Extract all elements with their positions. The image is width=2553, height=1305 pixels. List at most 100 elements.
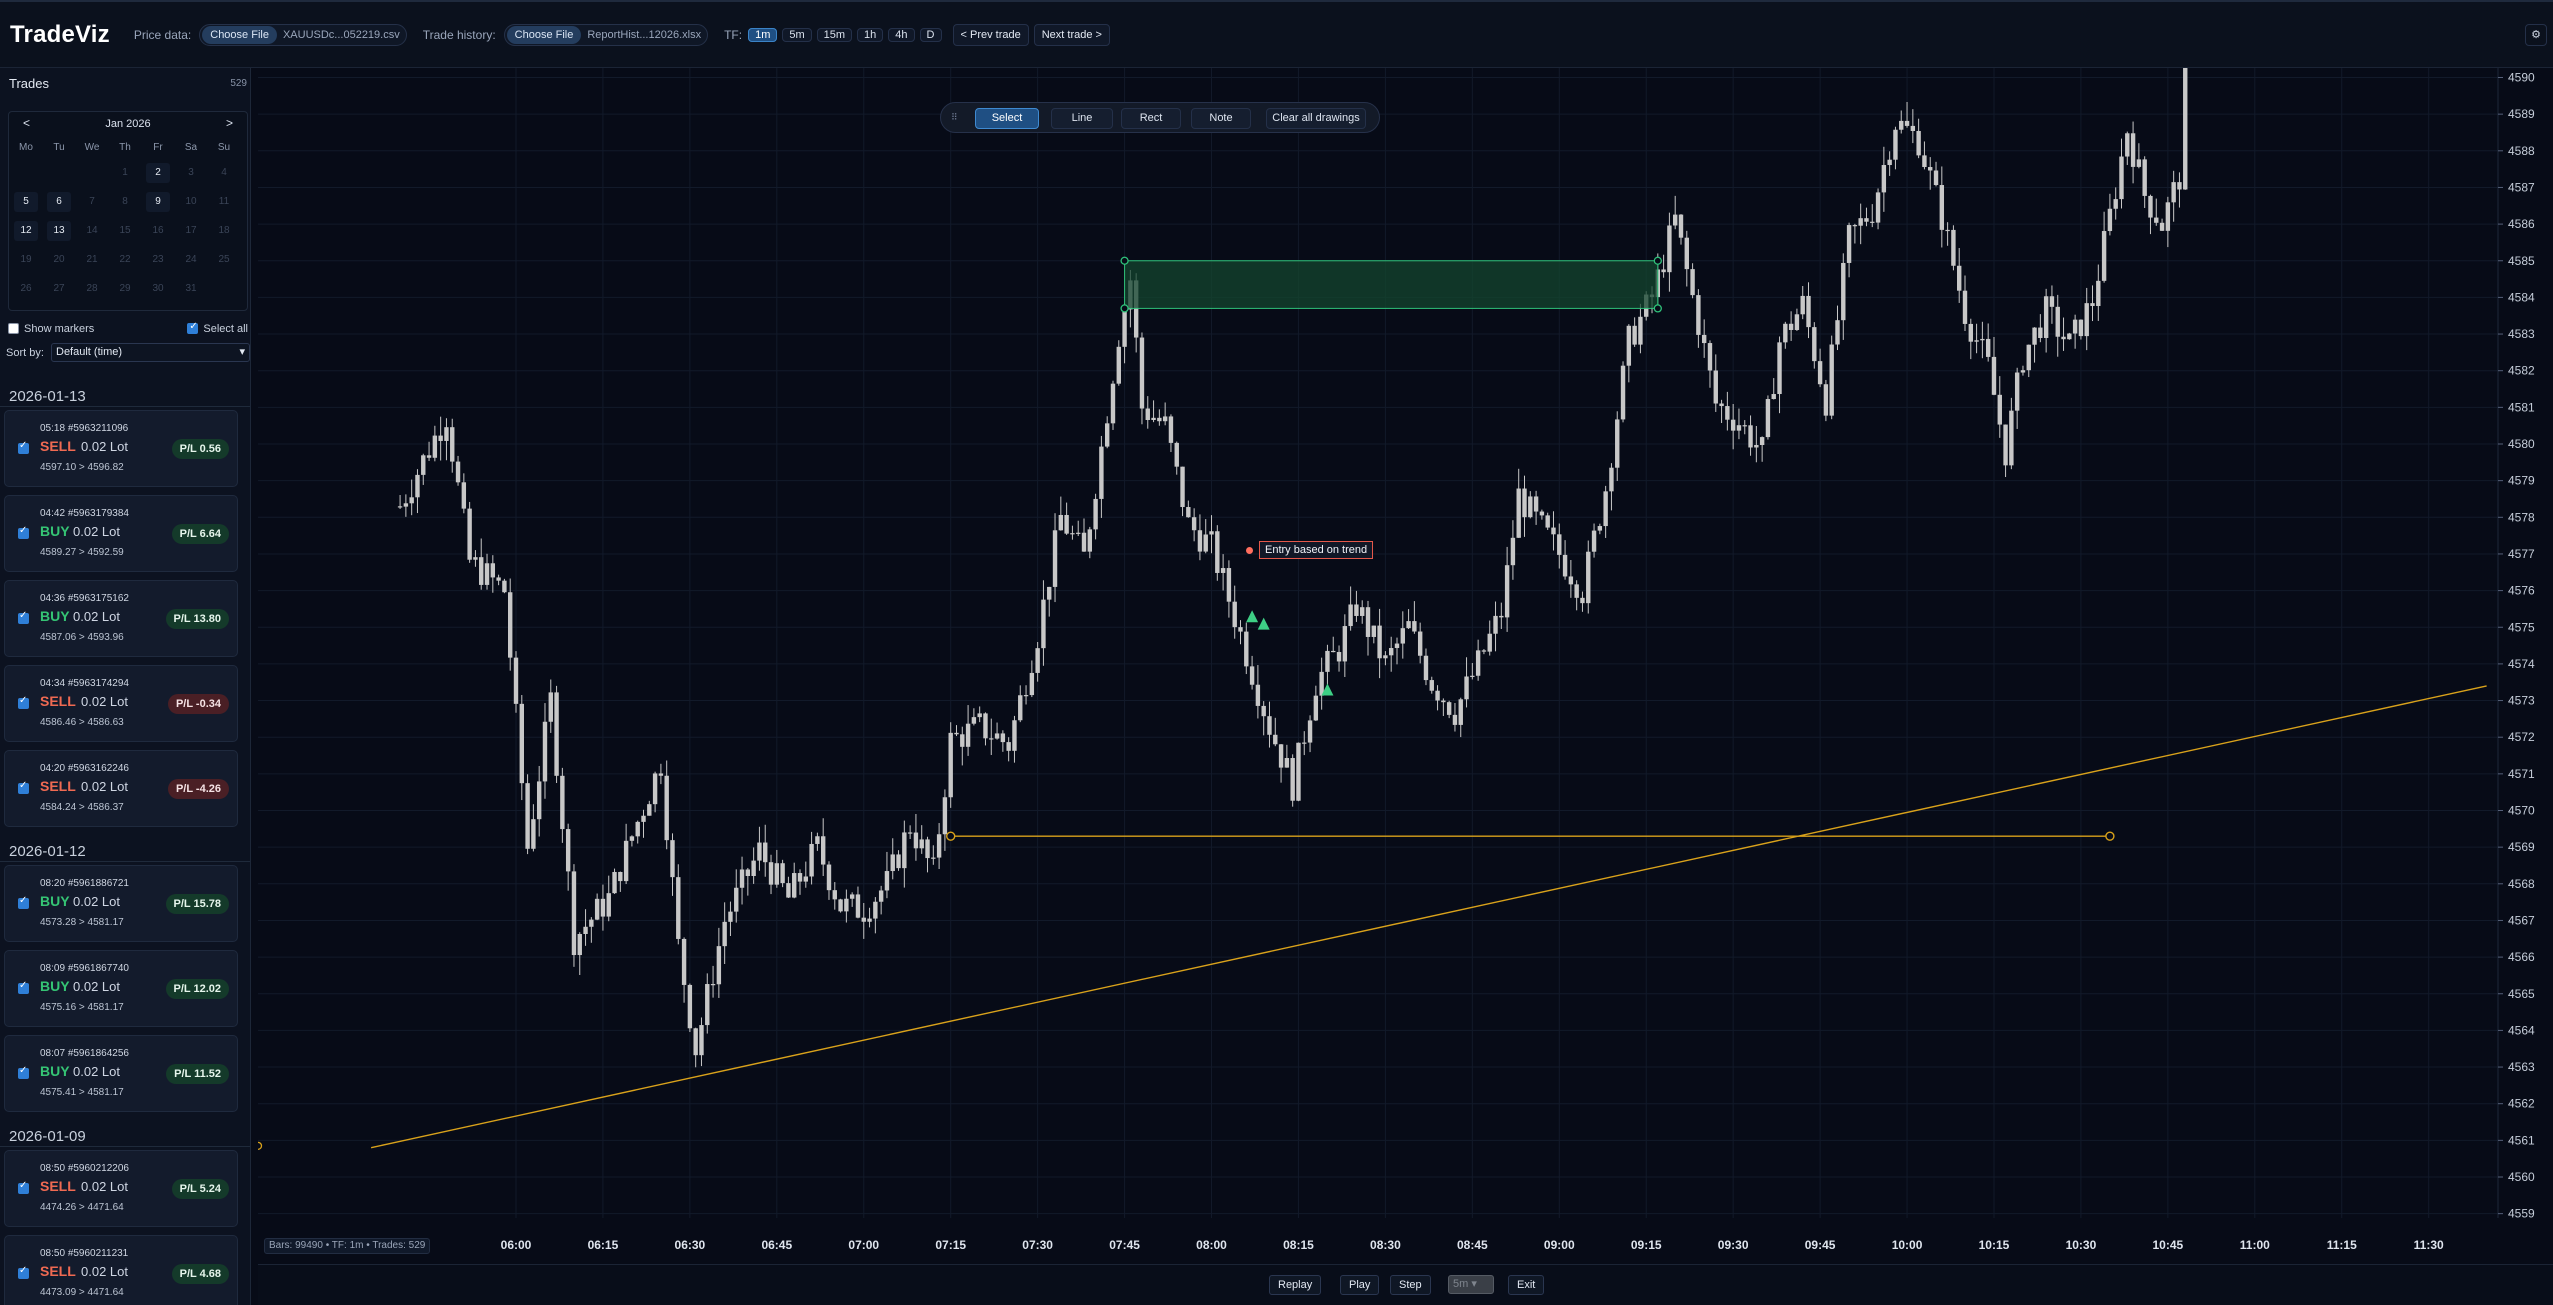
candle-body — [1719, 403, 1724, 407]
timeframe-button-5m[interactable]: 5m — [782, 27, 812, 42]
candle — [2119, 138, 2124, 209]
tool-select-button[interactable]: Select — [975, 108, 1039, 129]
trade-checkbox[interactable] — [18, 1180, 29, 1194]
trade-card[interactable]: 05:18 #5963211096 SELL 0.02 Lot 4597.10 > 4… — [4, 410, 238, 487]
clear-drawings-button[interactable]: Clear all drawings — [1266, 108, 1366, 129]
buy-marker-icon[interactable] — [1321, 683, 1334, 696]
gear-icon[interactable]: ⚙ — [2525, 24, 2547, 46]
candle-body — [490, 563, 496, 578]
calendar-next-button[interactable]: > — [225, 116, 233, 130]
speed-select[interactable]: 5m ▾ — [1448, 1275, 1494, 1294]
timeframe-button-15m[interactable]: 15m — [816, 27, 853, 42]
candle — [1632, 317, 1637, 347]
rectangle-handle[interactable] — [1653, 256, 1662, 265]
calendar-day-active[interactable]: 12 — [14, 221, 38, 241]
trade-checkbox[interactable] — [18, 895, 29, 909]
prev-trade-button[interactable]: < Prev trade — [952, 23, 1029, 46]
candle-body — [844, 898, 849, 912]
trade-card[interactable]: 08:50 #5960211231 SELL 0.02 Lot 4473.09 > 4… — [4, 1235, 238, 1305]
candle-body — [994, 733, 1000, 739]
timeframe-button-D[interactable]: D — [919, 27, 942, 42]
replay-button[interactable]: Replay — [1269, 1275, 1322, 1295]
trade-card[interactable]: 08:50 #5960212206 SELL 0.02 Lot 4474.26 > 4… — [4, 1150, 238, 1227]
calendar-day-active[interactable]: 6 — [47, 192, 71, 212]
show-markers-checkbox[interactable] — [8, 323, 19, 334]
candle-body — [1875, 192, 1881, 223]
trade-card[interactable]: 04:20 #5963162246 SELL 0.02 Lot 4584.24 > 4… — [4, 750, 238, 827]
candle — [1997, 376, 2002, 438]
tool-note-button[interactable]: Note — [1191, 108, 1251, 129]
timeframe-button-1h[interactable]: 1h — [857, 27, 884, 42]
trendline-handle[interactable] — [258, 1141, 263, 1150]
timeframe-button-1m[interactable]: 1m — [748, 27, 778, 42]
trade-checkbox[interactable] — [18, 780, 29, 794]
candle — [2020, 365, 2026, 376]
price-choose-file-button[interactable]: Choose File — [202, 25, 277, 44]
line-handle[interactable] — [2105, 831, 2115, 841]
trade-time-id: 04:34 #5963174294 — [40, 678, 129, 689]
trade-id: #5963211096 — [67, 423, 129, 434]
play-button[interactable]: Play — [1340, 1275, 1380, 1295]
candle — [768, 854, 774, 895]
select-all-checkbox[interactable] — [187, 321, 199, 334]
candle — [2084, 287, 2089, 351]
rectangle-handle[interactable] — [1653, 304, 1662, 313]
show-markers-toggle[interactable]: Show markers — [8, 323, 94, 335]
trade-card[interactable]: 04:34 #5963174294 SELL 0.02 Lot 4586.46 > 4… — [4, 665, 238, 742]
timeframe-button-4h[interactable]: 4h — [888, 27, 915, 42]
sort-select[interactable]: Default (time) — [51, 343, 250, 362]
trade-checkbox[interactable] — [18, 980, 29, 994]
exit-button[interactable]: Exit — [1508, 1275, 1545, 1295]
candle-body — [403, 503, 409, 507]
price-chart[interactable]: 4590 4589 4588 4587 4586 4585 4584 4583 4582 4581… — [258, 68, 2553, 1264]
trade-checkbox[interactable] — [18, 695, 29, 709]
tool-rect-button[interactable]: Rect — [1121, 108, 1181, 129]
candle — [403, 494, 409, 517]
calendar-day-active[interactable]: 13 — [47, 221, 71, 241]
step-button[interactable]: Step — [1390, 1275, 1431, 1295]
rectangle-drawing[interactable] — [1124, 260, 1659, 309]
select-all-toggle[interactable]: Select all — [187, 321, 248, 335]
candle — [1759, 436, 1765, 462]
trade-checkbox[interactable] — [18, 440, 29, 454]
price-file-picker[interactable]: Choose File XAUUSDc...052219.csv — [199, 23, 407, 46]
candle-body — [954, 732, 959, 735]
next-trade-button[interactable]: Next trade > — [1033, 23, 1110, 46]
candle-body — [1052, 530, 1058, 587]
chart-area[interactable]: 4590 4589 4588 4587 4586 4585 4584 4583 4582 4581… — [258, 68, 2553, 1305]
history-file-picker[interactable]: Choose File ReportHist...12026.xlsx — [503, 23, 709, 46]
trendline-drawing[interactable] — [370, 685, 2487, 1149]
trade-checkbox[interactable] — [18, 525, 29, 539]
history-choose-file-button[interactable]: Choose File — [506, 25, 582, 44]
calendar-day-active[interactable]: 2 — [146, 163, 170, 183]
rectangle-handle[interactable] — [1120, 256, 1129, 265]
note-anchor-dot[interactable] — [1246, 547, 1253, 554]
calendar-day-active[interactable]: 5 — [14, 192, 38, 212]
trade-checkbox[interactable] — [18, 1265, 29, 1279]
drag-handle-icon[interactable]: ⠿ — [951, 112, 958, 122]
trade-checkbox[interactable] — [18, 1065, 29, 1079]
candle-body — [896, 854, 901, 869]
rectangle-handle[interactable] — [1120, 304, 1129, 313]
buy-marker-icon[interactable] — [1246, 610, 1259, 623]
calendar-day-active[interactable]: 9 — [146, 192, 170, 212]
candle — [861, 902, 866, 939]
candle-body — [1162, 416, 1168, 422]
calendar-day: 23 — [152, 254, 164, 265]
trade-lot: 0.02 Lot — [73, 979, 120, 994]
line-handle[interactable] — [946, 831, 956, 841]
candle — [589, 917, 594, 943]
candle-body — [536, 781, 542, 820]
trade-checkbox[interactable] — [18, 610, 29, 624]
buy-marker-icon[interactable] — [1257, 617, 1270, 630]
candle-body — [1429, 680, 1434, 691]
tool-line-button[interactable]: Line — [1051, 108, 1113, 129]
candle-body — [2177, 182, 2182, 190]
calendar-prev-button[interactable]: < — [23, 116, 31, 130]
chart-note[interactable]: Entry based on trend — [1259, 541, 1374, 559]
